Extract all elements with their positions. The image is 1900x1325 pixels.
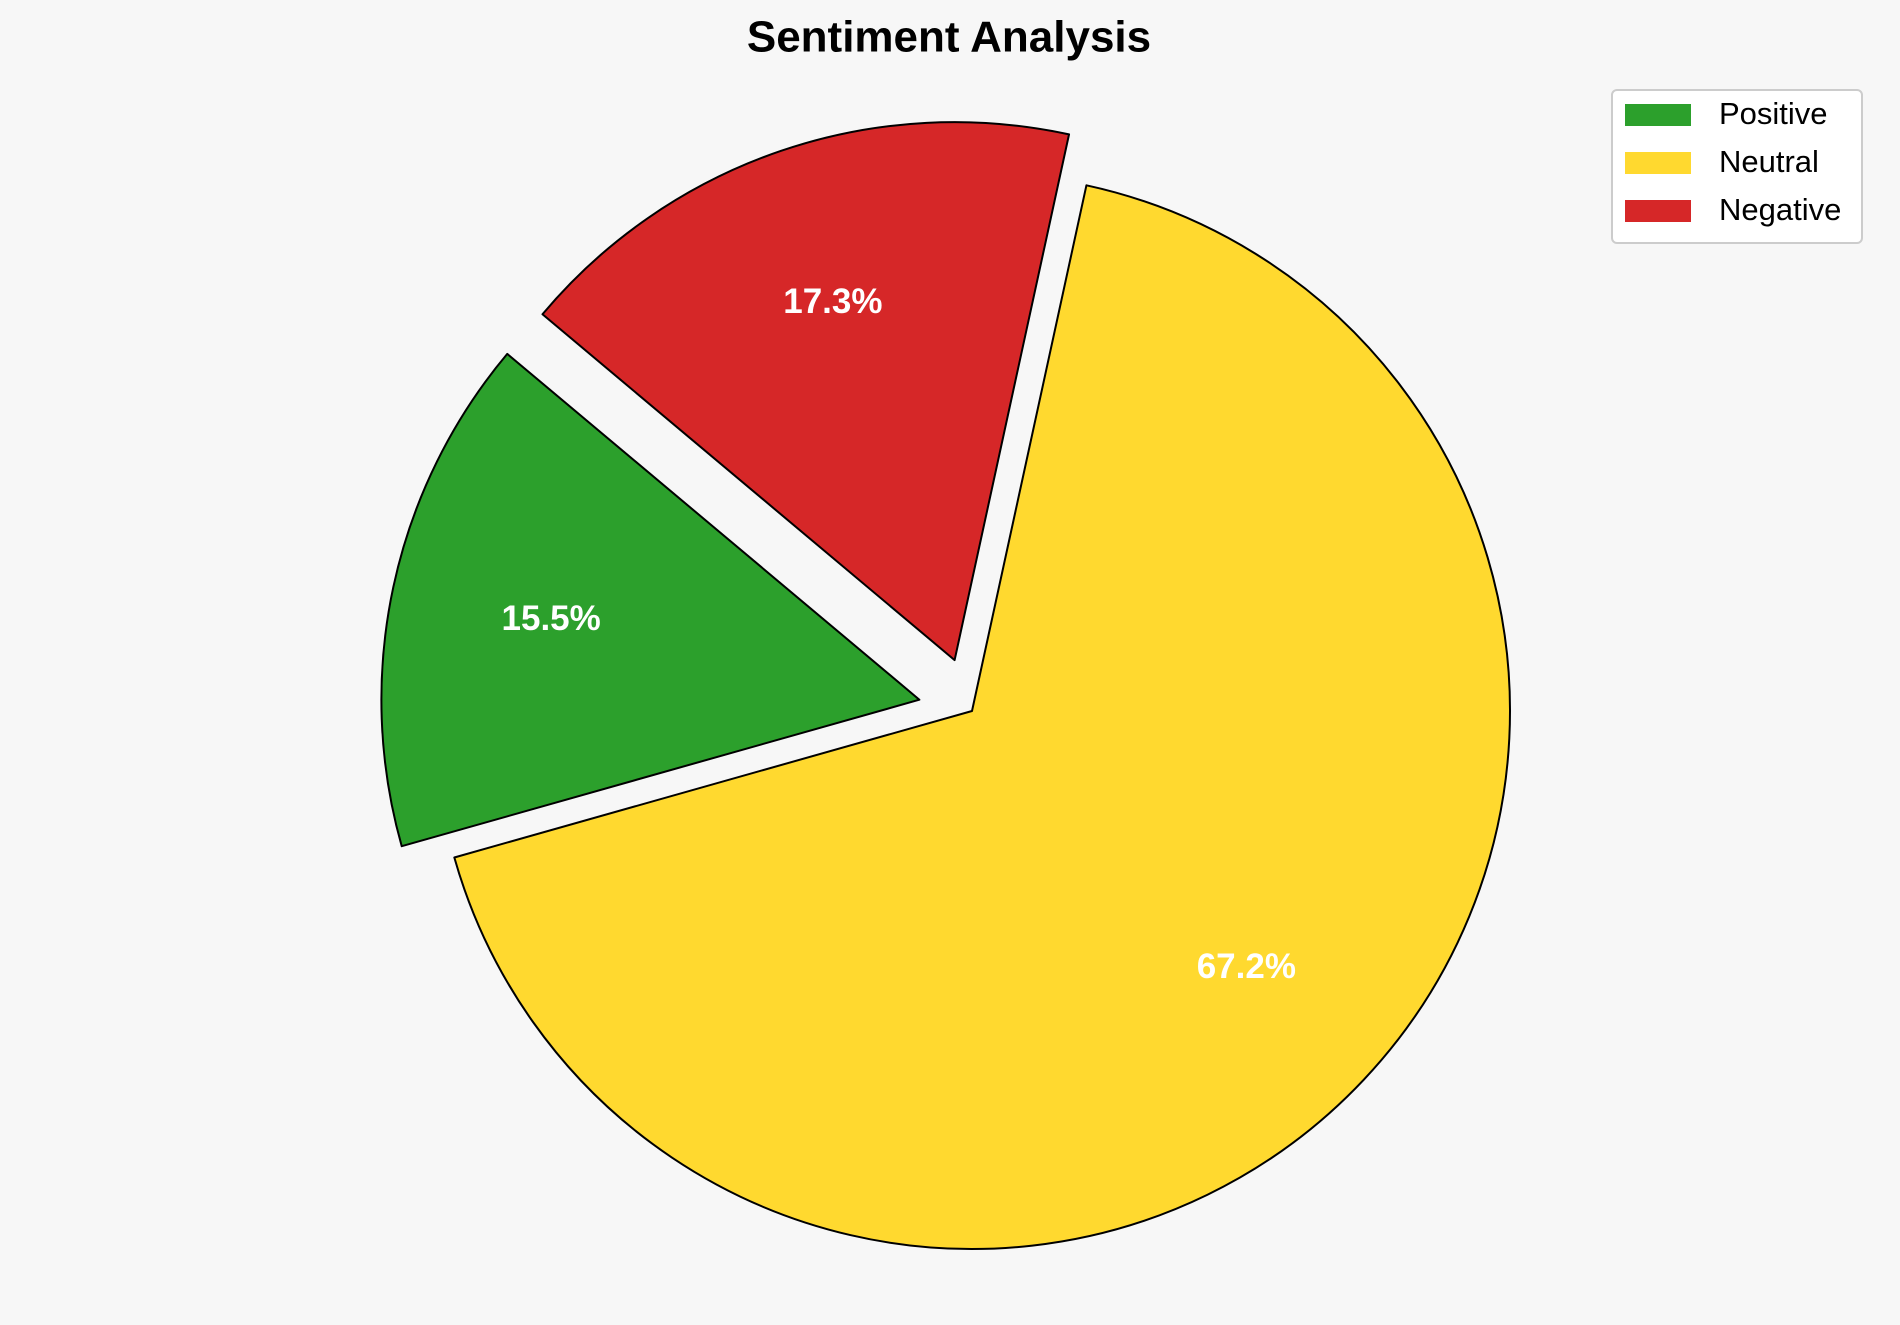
legend-swatch (1625, 104, 1691, 126)
slice-label: 17.3% (783, 282, 882, 321)
legend-swatch (1625, 152, 1691, 174)
pie-slice (453, 184, 1511, 1250)
legend-label: Negative (1719, 192, 1841, 227)
pie-slice (380, 352, 921, 848)
legend-label: Neutral (1719, 144, 1819, 179)
slice-label: 67.2% (1197, 947, 1296, 986)
legend-label: Positive (1719, 96, 1828, 131)
pie-slice (541, 121, 1071, 662)
slice-label: 15.5% (502, 599, 601, 638)
legend-swatch (1625, 200, 1691, 222)
chart-title: Sentiment Analysis (747, 13, 1151, 62)
